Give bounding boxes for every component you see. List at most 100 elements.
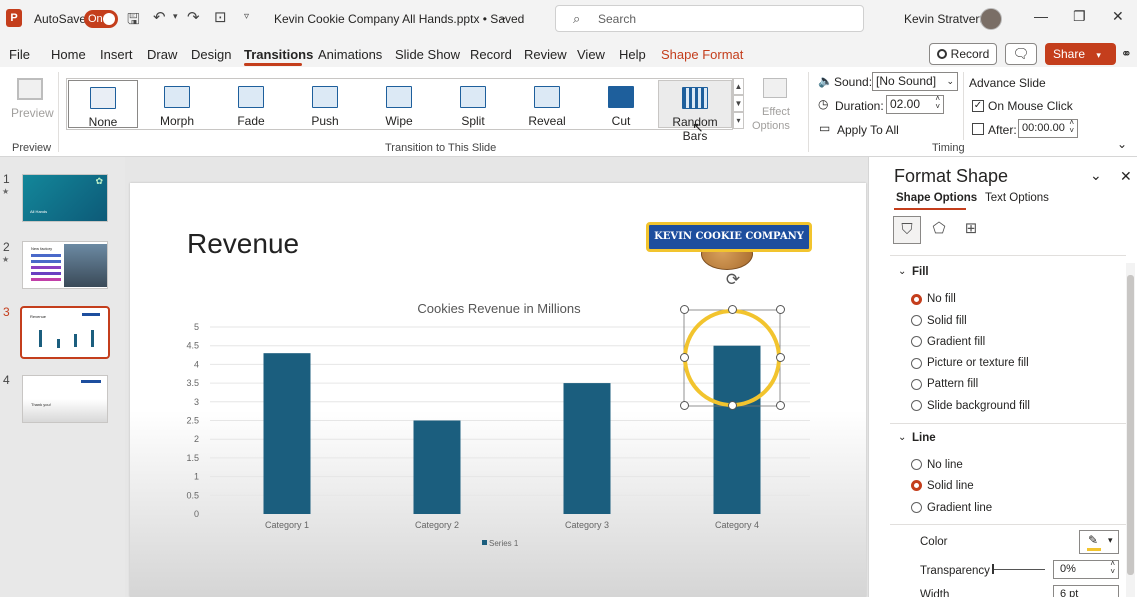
duration-spinner-icon[interactable]: ˄ ˅ [935, 94, 940, 111]
menu-home[interactable]: Home [51, 47, 86, 62]
apply-to-all-button[interactable]: Apply To All [837, 123, 899, 137]
pane-scrollbar-thumb[interactable] [1127, 275, 1134, 575]
gradient-fill-label[interactable]: Gradient fill [927, 336, 986, 348]
slide-thumbnail-3[interactable]: Revenue [20, 306, 110, 359]
menu-slide-show[interactable]: Slide Show [395, 47, 461, 62]
present-icon[interactable]: ⊡ [214, 9, 227, 26]
menu-review[interactable]: Review [524, 47, 567, 62]
gradient-line-label[interactable]: Gradient line [927, 502, 993, 514]
transparency-input[interactable]: 0% ˄ ˅ [1053, 560, 1119, 579]
menu-shape-format[interactable]: Shape Format [661, 47, 744, 62]
autosave-toggle[interactable]: On [84, 10, 118, 28]
minimize-icon[interactable]: — [1034, 8, 1048, 24]
tab-text-options[interactable]: Text Options [985, 192, 1049, 204]
resize-handle[interactable] [776, 401, 785, 410]
collapse-ribbon-icon[interactable]: ⌄ [1117, 137, 1128, 151]
transition-random-bars[interactable]: Random Bars [658, 80, 732, 143]
slide-thumbnail-4[interactable]: Thank you! [22, 375, 108, 423]
after-checkbox[interactable] [972, 123, 984, 135]
menu-design[interactable]: Design [191, 47, 232, 62]
share-button[interactable]: Share ▾ [1045, 43, 1116, 65]
search-box[interactable]: ⌕ Search [555, 5, 864, 32]
solid-line-radio[interactable] [911, 480, 922, 491]
restore-icon[interactable]: ❐ [1073, 8, 1086, 24]
transition-cut[interactable]: Cut [586, 80, 656, 128]
no-line-radio[interactable] [911, 459, 922, 470]
transparency-spinner-icon[interactable]: ˄ ˅ [1110, 559, 1115, 576]
menu-record[interactable]: Record [470, 47, 512, 62]
comments-button[interactable]: 🗨 [1005, 43, 1037, 65]
no-line-label[interactable]: No line [927, 459, 963, 471]
customize-qat-icon[interactable]: ▿ [244, 11, 250, 22]
transition-morph[interactable]: Morph [142, 80, 212, 128]
width-input[interactable]: 6 pt [1053, 585, 1119, 597]
title-chevron-icon[interactable]: ⌄ [499, 12, 508, 23]
resize-handle[interactable] [728, 401, 737, 410]
menu-view[interactable]: View [577, 47, 605, 62]
undo-dropdown-icon[interactable]: ▾ [173, 11, 178, 21]
transition-none[interactable]: None [68, 80, 138, 129]
no-fill-radio[interactable] [911, 294, 922, 305]
line-section-header[interactable]: Line [912, 432, 936, 444]
copilot-icon[interactable]: ⚭ [1121, 46, 1132, 61]
transition-fade[interactable]: Fade [216, 80, 286, 128]
slide-background-fill-radio[interactable] [911, 400, 922, 411]
slide-background-fill-label[interactable]: Slide background fill [927, 400, 1030, 412]
avatar[interactable] [980, 8, 1002, 30]
chart-bar[interactable] [263, 353, 311, 514]
redo-icon[interactable]: ↷ [187, 9, 200, 26]
fill-collapse-icon[interactable]: ⌄ [898, 266, 907, 277]
effect-options-label-1[interactable]: Effect [762, 106, 790, 118]
no-fill-label[interactable]: No fill [927, 293, 956, 305]
user-name[interactable]: Kevin Stratvert [904, 12, 983, 26]
line-collapse-icon[interactable]: ⌄ [898, 432, 907, 443]
solid-fill-radio[interactable] [911, 315, 922, 326]
after-input[interactable]: 00:00.00 ˄ ˅ [1018, 119, 1078, 138]
pane-options-chevron-icon[interactable]: ⌄ [1090, 167, 1102, 183]
size-properties-icon[interactable]: ⊞ [964, 220, 978, 237]
document-title[interactable]: Kevin Cookie Company All Hands.pptx • Sa… [274, 12, 525, 26]
sound-select[interactable]: [No Sound] ⌄ [872, 72, 958, 91]
chart-bar[interactable] [713, 345, 761, 514]
record-button[interactable]: Record [929, 43, 997, 65]
transition-push[interactable]: Push [290, 80, 360, 128]
line-color-picker[interactable]: ✎ ▾ [1079, 530, 1119, 554]
transparency-slider[interactable] [993, 569, 1045, 570]
duration-input[interactable]: 02.00 ˄ ˅ [886, 95, 944, 114]
menu-transitions[interactable]: Transitions [244, 47, 314, 62]
undo-icon[interactable]: ↶ [153, 9, 166, 26]
slide-thumbnail-2[interactable]: New factory [22, 241, 108, 289]
chart-bar[interactable] [563, 383, 611, 514]
menu-help[interactable]: Help [619, 47, 646, 62]
menu-draw[interactable]: Draw [147, 47, 178, 62]
resize-handle[interactable] [728, 305, 737, 314]
transition-split[interactable]: Split [438, 80, 508, 128]
pane-scrollbar[interactable] [1126, 263, 1135, 597]
menu-file[interactable]: File [9, 47, 30, 62]
transparency-slider-thumb[interactable] [992, 564, 994, 574]
on-mouse-click-checkbox[interactable]: ✓ [972, 100, 984, 112]
after-spinner-icon[interactable]: ˄ ˅ [1069, 118, 1074, 135]
tab-shape-options[interactable]: Shape Options [896, 192, 978, 204]
resize-handle[interactable] [680, 353, 689, 362]
solid-line-label[interactable]: Solid line [927, 480, 974, 492]
gradient-fill-radio[interactable] [911, 336, 922, 347]
effect-options-label-2[interactable]: Options [752, 120, 790, 132]
company-logo[interactable]: KEVIN COOKIE COMPANY [646, 222, 812, 252]
transition-reveal[interactable]: Reveal [512, 80, 582, 128]
revenue-chart[interactable]: Cookies Revenue in Millions 0 0.5 1 1.5 2 2.5… [160, 290, 840, 560]
slide-title[interactable]: Revenue [187, 228, 300, 259]
gallery-down-icon[interactable]: ▼ [733, 95, 744, 112]
pattern-fill-radio[interactable] [911, 379, 922, 390]
chart-bar[interactable] [413, 420, 461, 515]
solid-fill-label[interactable]: Solid fill [927, 315, 967, 327]
fill-section-header[interactable]: Fill [912, 266, 929, 278]
menu-insert[interactable]: Insert [100, 47, 133, 62]
resize-handle[interactable] [776, 353, 785, 362]
resize-handle[interactable] [680, 401, 689, 410]
fill-line-icon[interactable]: ⛉ [893, 216, 921, 244]
gallery-up-icon[interactable]: ▲ [733, 78, 744, 95]
gradient-line-radio[interactable] [911, 502, 922, 513]
rotate-handle-icon[interactable]: ⟳ [725, 270, 741, 289]
gallery-more-icon[interactable]: ▾ [733, 112, 744, 129]
